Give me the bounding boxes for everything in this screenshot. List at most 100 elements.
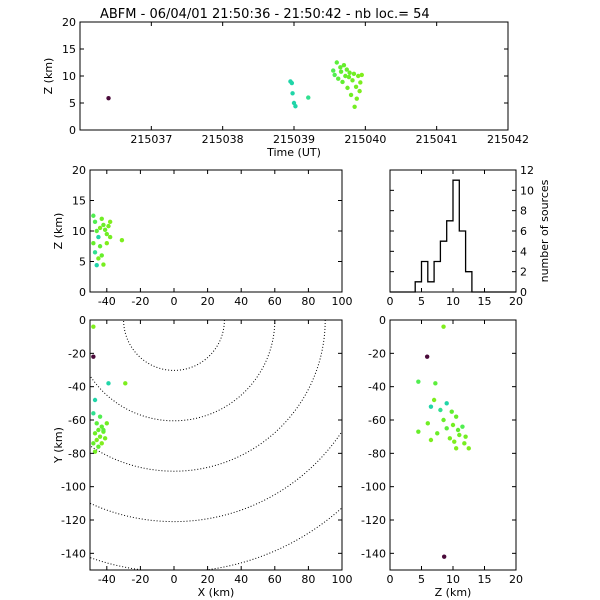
source-point [453, 414, 459, 419]
source-point [453, 446, 459, 451]
y-tick-label: 4 [520, 245, 527, 258]
source-point [444, 401, 449, 406]
source-point [97, 414, 103, 419]
y-axis-label: number of sources [538, 179, 551, 282]
y-tick-label: -80 [68, 447, 86, 460]
y-tick-label: -60 [368, 414, 386, 427]
source-point [306, 95, 311, 100]
source-point [101, 427, 106, 433]
source-point [92, 449, 98, 454]
source-point [331, 68, 336, 73]
source-point [94, 437, 99, 443]
x-axis-label: X (km) [198, 586, 235, 599]
source-point [101, 262, 106, 267]
y-tick-label: -20 [68, 347, 86, 360]
x-tick-label: 100 [332, 295, 353, 308]
source-point [332, 72, 337, 78]
source-point [99, 441, 104, 446]
y-axis-label: Z (km) [42, 58, 55, 95]
x-tick-label: 10 [446, 573, 460, 586]
source-point [344, 67, 349, 72]
source-point [449, 409, 454, 414]
source-point [441, 324, 446, 329]
source-point [92, 431, 98, 436]
y-tick-label: -40 [368, 381, 386, 394]
x-axis-label: Z (km) [435, 586, 472, 599]
source-point [94, 262, 99, 268]
source-point [466, 446, 471, 451]
x-tick-label: 60 [268, 573, 282, 586]
x-tick-label: -20 [131, 573, 149, 586]
x-tick-label: 40 [234, 295, 248, 308]
source-point [438, 407, 443, 413]
source-point [338, 69, 344, 74]
source-point [91, 354, 96, 359]
source-point [433, 381, 438, 386]
source-point [104, 241, 110, 246]
source-point [340, 79, 345, 85]
source-point [428, 437, 434, 443]
x-tick-label: 15 [478, 573, 492, 586]
x-tick-label: 15 [478, 295, 492, 308]
x-tick-label: 5 [418, 573, 425, 586]
x-tick-label: 215037 [130, 133, 172, 146]
source-point [347, 70, 352, 75]
source-point [97, 244, 103, 249]
x-tick-label: 0 [387, 295, 394, 308]
x-tick-label: 100 [332, 573, 353, 586]
source-point [96, 234, 101, 240]
y-tick-label: -120 [361, 514, 386, 527]
source-point [97, 434, 103, 439]
source-point [424, 354, 430, 359]
source-point [336, 76, 341, 81]
source-point [123, 381, 128, 386]
source-point [463, 434, 468, 439]
source-point [356, 73, 361, 79]
z-y-panel: 0 5 10 15 20 0 -20 -40 -60 -80 -100 -120 -140 Z (km) [361, 314, 523, 599]
source-point [106, 223, 111, 229]
y-tick-label: 10 [62, 70, 76, 83]
y-tick-label: 15 [72, 195, 86, 208]
source-point [455, 427, 461, 433]
source-point [345, 85, 350, 91]
y-tick-label: 0 [79, 286, 86, 299]
source-point [357, 88, 362, 94]
y-tick-label: 2 [520, 266, 527, 279]
source-point [107, 234, 113, 240]
source-point [441, 417, 446, 423]
source-point [425, 421, 430, 426]
source-point [91, 441, 96, 446]
source-point [104, 421, 110, 426]
source-point [101, 222, 106, 228]
source-point [96, 427, 101, 433]
source-point [431, 397, 437, 403]
y-tick-label: 10 [72, 225, 86, 238]
source-point [450, 422, 456, 428]
source-point [107, 219, 113, 225]
source-point [457, 432, 462, 438]
y-tick-label: -40 [68, 381, 86, 394]
source-point [460, 424, 465, 429]
x-tick-label: 5 [418, 295, 425, 308]
histogram-step-line [390, 179, 516, 293]
source-point [352, 104, 357, 109]
source-point [290, 91, 295, 96]
x-tick-label: 20 [201, 295, 215, 308]
source-point [99, 216, 104, 221]
plot-frame [89, 169, 343, 293]
x-tick-label: 215041 [416, 133, 458, 146]
source-point [102, 436, 108, 441]
y-tick-label: 5 [79, 256, 86, 269]
y-tick-label: 0 [379, 314, 386, 327]
source-point [359, 72, 364, 78]
source-point [91, 241, 96, 246]
y-tick-label: 0 [79, 314, 86, 327]
y-tick-label: 5 [69, 97, 76, 110]
source-point [462, 441, 467, 446]
source-point [348, 92, 354, 98]
y-tick-label: 20 [62, 16, 76, 29]
y-tick-label: -140 [361, 547, 386, 560]
x-tick-label: 0 [387, 573, 394, 586]
x-tick-label: 40 [234, 573, 248, 586]
